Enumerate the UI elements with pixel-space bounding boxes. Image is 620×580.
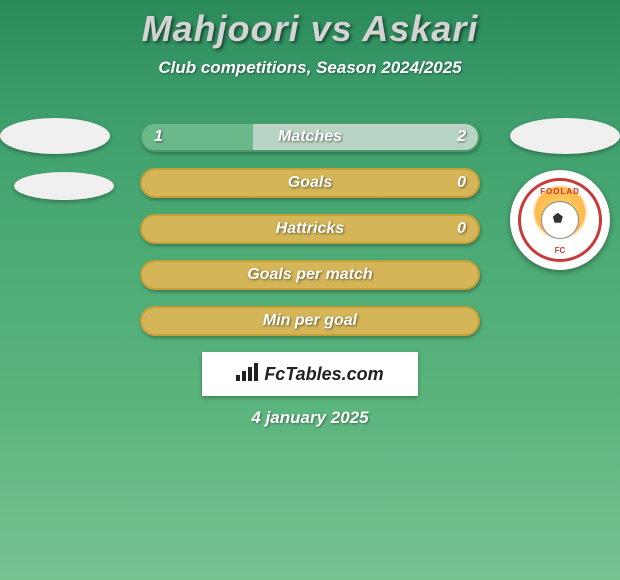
bar-label: Goals per match: [142, 266, 478, 284]
date-label: 4 january 2025: [0, 408, 620, 428]
badge-inner: FOOLAD FC: [518, 178, 602, 262]
stat-row: Goals0: [140, 168, 480, 198]
badge-name: FOOLAD: [521, 187, 599, 196]
badge-sub: FC: [521, 246, 599, 255]
bar-value-left: 1: [154, 128, 163, 146]
card-subtitle: Club competitions, Season 2024/2025: [0, 58, 620, 78]
stats-bars: Matches12Goals0Hattricks0Goals per match…: [140, 122, 480, 352]
left-placeholders: [0, 118, 114, 218]
stat-row: Hattricks0: [140, 214, 480, 244]
stat-row: Matches1 2: [140, 122, 480, 152]
bar-label: Hattricks: [142, 220, 478, 238]
right-badges: FOOLAD FC: [510, 118, 620, 154]
right-oval: [510, 118, 620, 154]
left-oval-2: [14, 172, 114, 200]
fctables-label: FcTables.com: [264, 364, 383, 385]
bar-label: Goals: [142, 174, 478, 192]
stat-row: Goals per match: [140, 260, 480, 290]
club-badge: FOOLAD FC: [510, 170, 610, 270]
bar-value-right: 0: [457, 220, 466, 238]
stat-row: Min per goal: [140, 306, 480, 336]
bar-value-right: 0: [457, 174, 466, 192]
comparison-card: Mahjoori vs Askari Club competitions, Se…: [0, 0, 620, 580]
bar-chart-icon: [236, 363, 258, 386]
card-title: Mahjoori vs Askari: [0, 0, 620, 50]
bar-value-right: 2: [457, 128, 466, 146]
left-oval-1: [0, 118, 110, 154]
soccer-ball-icon: [541, 201, 579, 239]
bar-label: Min per goal: [142, 312, 478, 330]
bar-label: Matches: [142, 128, 478, 146]
fctables-watermark: FcTables.com: [202, 352, 418, 396]
